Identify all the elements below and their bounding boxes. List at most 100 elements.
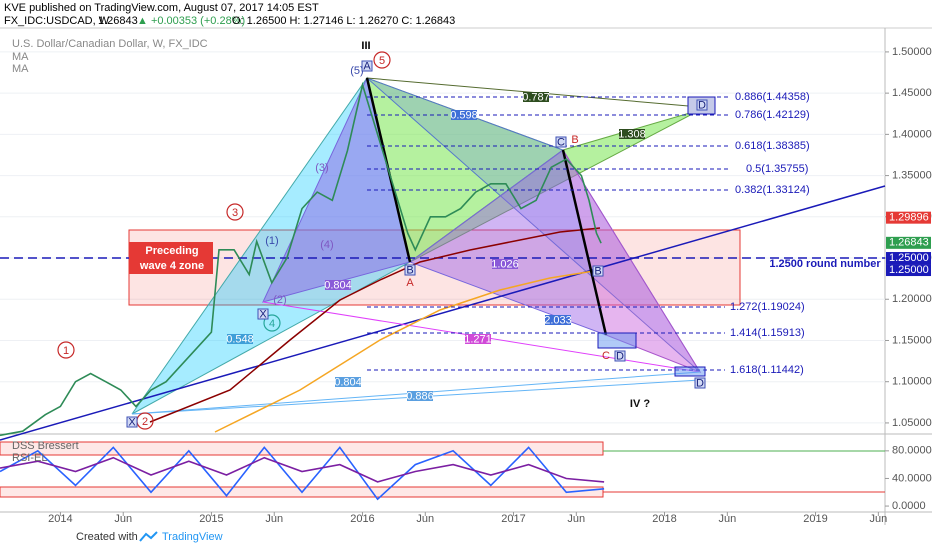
round-number-label: 1.2500 round number: [769, 258, 881, 270]
symbol: FX_IDC:USDCAD, W: [4, 15, 110, 27]
price-label-bg: [886, 252, 931, 265]
price-line: [0, 446, 605, 501]
x-tick-label: 2014: [48, 513, 72, 525]
target-box: [597, 332, 637, 349]
ratio-label: 0.804: [324, 279, 352, 291]
point-label: C: [557, 136, 565, 148]
price-label: 1.25000: [889, 264, 929, 276]
wave-line: [561, 149, 608, 336]
moving-average: [149, 227, 601, 423]
point-label: X: [259, 308, 267, 320]
point-tag: [257, 308, 269, 320]
legend-label: RSI-EL: [12, 452, 47, 464]
ratio-badge: [465, 334, 491, 344]
fib-label: 1.272(1.19024): [730, 301, 805, 313]
y-tick-label: 1.15000: [892, 334, 932, 346]
wave-label: (3): [315, 162, 328, 174]
ratio-label: 2.033: [544, 314, 572, 326]
brand-logo: [139, 531, 158, 542]
wave-label: (2): [273, 294, 286, 306]
point-label: A: [363, 60, 371, 72]
ratio-badge: [227, 334, 253, 344]
x-tick-label: 2019: [803, 513, 827, 525]
y-tick-label: 1.35000: [892, 169, 932, 181]
ratio-badge: [545, 315, 571, 325]
wave-label: 1: [63, 345, 69, 357]
point-tag: [694, 377, 706, 389]
wave-label: (4): [320, 239, 333, 251]
x-tick-label: Jun: [869, 513, 887, 525]
fib-label: 0.886(1.44358): [735, 91, 810, 103]
change: ▲ +0.00353 (+0.28%): [137, 15, 245, 27]
y-tick-label: 1.05000: [892, 417, 932, 429]
chart-title: U.S. Dollar/Canadian Dollar, W, FX_IDC: [12, 38, 208, 50]
fib-label: 0.786(1.42129): [735, 109, 810, 121]
ratio-label: 0.804: [334, 376, 362, 388]
ratio-label: 1.308: [618, 128, 646, 140]
ratio-label: 0.886: [406, 390, 434, 402]
fib-levels: [367, 96, 730, 371]
wave-circle: [373, 51, 391, 69]
wave-label: III: [361, 40, 370, 52]
ratio-badge: [335, 377, 361, 387]
zone-label: Preceding: [145, 245, 198, 257]
ratio-badge: [619, 129, 645, 139]
point-tag: [614, 350, 626, 362]
y-tick-label: 1.45000: [892, 87, 932, 99]
fib-label: 0.382(1.33124): [735, 184, 810, 196]
x-tick-label: 2016: [350, 513, 374, 525]
publisher: KVE published on TradingView.com, August…: [4, 2, 319, 14]
y-tick-label: 1.40000: [892, 128, 932, 140]
wave-circle: [57, 341, 75, 359]
ratio-label: 0.598: [450, 109, 478, 121]
point-tag: [361, 60, 373, 72]
price-label-bg: [886, 264, 931, 277]
x-tick-label: 2015: [199, 513, 223, 525]
wave-label: 5: [379, 55, 385, 67]
x-tick-label: Jun: [114, 513, 132, 525]
y-tick-label: 1.10000: [892, 376, 932, 388]
zone-label-bg: [129, 242, 213, 274]
moving-average: [214, 269, 601, 433]
point-label: B: [594, 265, 601, 277]
price-label: 1.25000: [889, 252, 929, 264]
point-label: D: [696, 377, 704, 389]
wave-label: (1): [265, 235, 278, 247]
ratio-badge: [492, 259, 518, 269]
x-tick-label: 2017: [501, 513, 525, 525]
trend-line: [0, 185, 886, 441]
point-label: X: [128, 416, 136, 428]
x-tick-label: Jun: [416, 513, 434, 525]
indicator-label: MA: [12, 63, 29, 75]
point-tag: [592, 265, 604, 277]
footer-created: Created with: [76, 531, 138, 543]
ratio-badge: [407, 391, 433, 401]
point-tag: [555, 136, 567, 148]
point-tag: [696, 99, 708, 111]
wave-label: IV ?: [630, 398, 650, 410]
price-label: 1.29896: [889, 212, 929, 224]
point-label: B: [406, 264, 413, 276]
price-label-bg: [886, 211, 931, 224]
band: [0, 441, 604, 456]
ratio-label: 0.787: [522, 91, 550, 103]
ratio-label: 1.271: [464, 333, 492, 345]
x-tick-label: 2018: [652, 513, 676, 525]
point-tag: [404, 264, 416, 276]
wave-label: A: [406, 277, 414, 289]
wave-label: (5): [350, 65, 363, 77]
ohlc: O: 1.26500 H: 1.27146 L: 1.26270 C: 1.26…: [232, 15, 455, 27]
ratio-badge: [451, 110, 477, 120]
ratio-label: 1.026: [491, 258, 519, 270]
fib-label: 0.5(1.35755): [746, 163, 808, 175]
wave-label: 3: [232, 207, 238, 219]
ratio-label: 0.548: [226, 333, 254, 345]
x-tick-label: Jun: [718, 513, 736, 525]
fib-label: 1.414(1.15913): [730, 327, 805, 339]
y-tick-label: 40.0000: [892, 472, 932, 484]
point-label: D: [698, 99, 706, 111]
wave-circle: [226, 203, 244, 221]
fib-label: 0.618(1.38385): [735, 140, 810, 152]
zone-label: wave 4 zone: [139, 260, 204, 272]
